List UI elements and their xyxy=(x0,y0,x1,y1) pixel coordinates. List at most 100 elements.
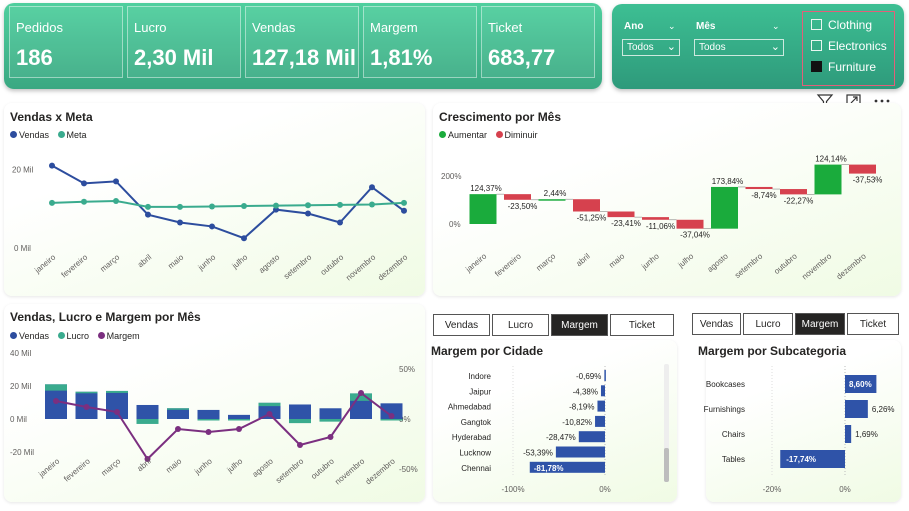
kpi-card-vendas[interactable]: Vendas 127,18 Mil xyxy=(245,6,359,78)
data-point[interactable] xyxy=(144,456,151,462)
tab-lucro[interactable]: Lucro xyxy=(743,313,793,335)
tab-ticket[interactable]: Ticket xyxy=(847,313,899,335)
data-point[interactable] xyxy=(297,442,303,448)
data-point[interactable] xyxy=(113,197,119,204)
tab-ticket[interactable]: Ticket xyxy=(610,314,674,336)
lucro-bar[interactable] xyxy=(350,393,372,401)
category-option-electronics[interactable]: Electronics xyxy=(811,39,887,53)
vendas-bar[interactable] xyxy=(197,409,220,419)
data-point[interactable] xyxy=(305,210,311,217)
waterfall-bar[interactable] xyxy=(538,199,566,201)
tab-margem[interactable]: Margem xyxy=(795,313,845,335)
data-point[interactable] xyxy=(81,198,87,205)
kpi-card-lucro[interactable]: Lucro 2,30 Mil xyxy=(127,6,241,78)
waterfall-bar[interactable] xyxy=(745,186,773,190)
data-point[interactable] xyxy=(327,434,334,440)
data-point[interactable] xyxy=(209,203,215,210)
legend-item-diminuir[interactable]: Diminuir xyxy=(495,130,538,140)
waterfall-bar[interactable] xyxy=(573,199,600,212)
data-point[interactable] xyxy=(305,202,311,209)
data-point[interactable] xyxy=(337,201,343,208)
kpi-card-pedidos[interactable]: Pedidos 186 xyxy=(9,6,123,78)
legend-item-lucro[interactable]: Lucro xyxy=(57,331,89,341)
tab-vendas[interactable]: Vendas xyxy=(433,314,490,336)
data-point[interactable] xyxy=(358,390,364,396)
data-point[interactable] xyxy=(145,203,151,210)
data-point[interactable] xyxy=(53,398,59,404)
city-bar[interactable] xyxy=(597,400,605,412)
data-point[interactable] xyxy=(83,404,90,410)
waterfall-bar[interactable] xyxy=(814,164,842,195)
tab-lucro[interactable]: Lucro xyxy=(492,314,549,336)
lucro-bar[interactable] xyxy=(319,419,342,422)
chevron-down-icon[interactable]: ⌄ xyxy=(772,21,780,31)
data-point[interactable] xyxy=(401,199,407,206)
subcategory-bar[interactable] xyxy=(780,450,845,468)
data-point[interactable] xyxy=(205,429,212,435)
data-point[interactable] xyxy=(209,223,215,230)
legend-item-meta[interactable]: Meta xyxy=(57,130,87,140)
data-point[interactable] xyxy=(369,184,375,191)
more-options-icon[interactable] xyxy=(874,99,890,103)
data-point[interactable] xyxy=(49,162,55,169)
subcategory-bar[interactable] xyxy=(845,375,877,393)
data-point[interactable] xyxy=(266,411,273,417)
data-point[interactable] xyxy=(113,178,119,185)
data-point[interactable] xyxy=(177,219,183,226)
kpi-card-ticket[interactable]: Ticket 683,77 xyxy=(481,6,595,78)
waterfall-bar[interactable] xyxy=(676,219,704,229)
lucro-bar[interactable] xyxy=(197,419,220,421)
data-point[interactable] xyxy=(175,426,181,432)
tab-margem[interactable]: Margem xyxy=(551,314,608,336)
data-point[interactable] xyxy=(369,201,375,208)
vendas-bar[interactable] xyxy=(258,402,281,419)
kpi-card-margem[interactable]: Margem 1,81% xyxy=(363,6,477,78)
data-point[interactable] xyxy=(273,202,279,209)
checkbox-checked[interactable] xyxy=(811,61,822,72)
vendas-bar[interactable] xyxy=(289,404,311,419)
waterfall-bar[interactable] xyxy=(642,217,669,220)
data-point[interactable] xyxy=(114,409,120,415)
vendas-bar[interactable] xyxy=(228,414,250,419)
waterfall-bar[interactable] xyxy=(469,194,497,224)
subcategory-bar[interactable] xyxy=(845,400,868,418)
city-bar[interactable] xyxy=(604,370,606,381)
lucro-bar[interactable] xyxy=(258,402,281,407)
checkbox[interactable] xyxy=(811,19,822,30)
category-option-furniture[interactable]: Furniture xyxy=(811,60,876,74)
ano-dropdown[interactable]: Todos ⌄ xyxy=(622,39,680,56)
lucro-bar[interactable] xyxy=(228,419,250,421)
waterfall-bar[interactable] xyxy=(849,164,876,174)
subcategory-bar[interactable] xyxy=(845,425,852,443)
data-point[interactable] xyxy=(177,203,183,210)
waterfall-bar[interactable] xyxy=(780,189,807,195)
category-option-clothing[interactable]: Clothing xyxy=(811,18,872,32)
lucro-bar[interactable] xyxy=(106,390,128,393)
tab-vendas[interactable]: Vendas xyxy=(692,313,741,335)
lucro-bar[interactable] xyxy=(380,419,403,421)
checkbox[interactable] xyxy=(811,40,822,51)
data-point[interactable] xyxy=(145,211,151,218)
vendas-bar[interactable] xyxy=(136,404,159,419)
city-bar[interactable] xyxy=(595,415,605,427)
mes-dropdown[interactable]: Todos ⌄ xyxy=(694,39,784,56)
lucro-bar[interactable] xyxy=(75,391,98,394)
city-bar[interactable] xyxy=(555,446,605,458)
lucro-bar[interactable] xyxy=(136,419,159,424)
lucro-bar[interactable] xyxy=(167,408,189,410)
city-bar[interactable] xyxy=(600,385,605,397)
waterfall-bar[interactable] xyxy=(504,194,531,200)
scrollbar-thumb[interactable] xyxy=(664,448,669,482)
legend-item-vendas[interactable]: Vendas xyxy=(10,130,49,140)
vendas-bar[interactable] xyxy=(319,408,342,419)
legend-item-vendas[interactable]: Vendas xyxy=(10,331,49,341)
vendas-bar[interactable] xyxy=(167,408,189,419)
waterfall-bar[interactable] xyxy=(711,186,738,229)
data-point[interactable] xyxy=(388,413,395,419)
data-point[interactable] xyxy=(401,207,407,214)
data-point[interactable] xyxy=(337,219,343,226)
data-point[interactable] xyxy=(241,235,247,242)
waterfall-bar[interactable] xyxy=(607,211,635,218)
legend-item-aumentar[interactable]: Aumentar xyxy=(439,130,487,140)
data-point[interactable] xyxy=(81,180,87,187)
